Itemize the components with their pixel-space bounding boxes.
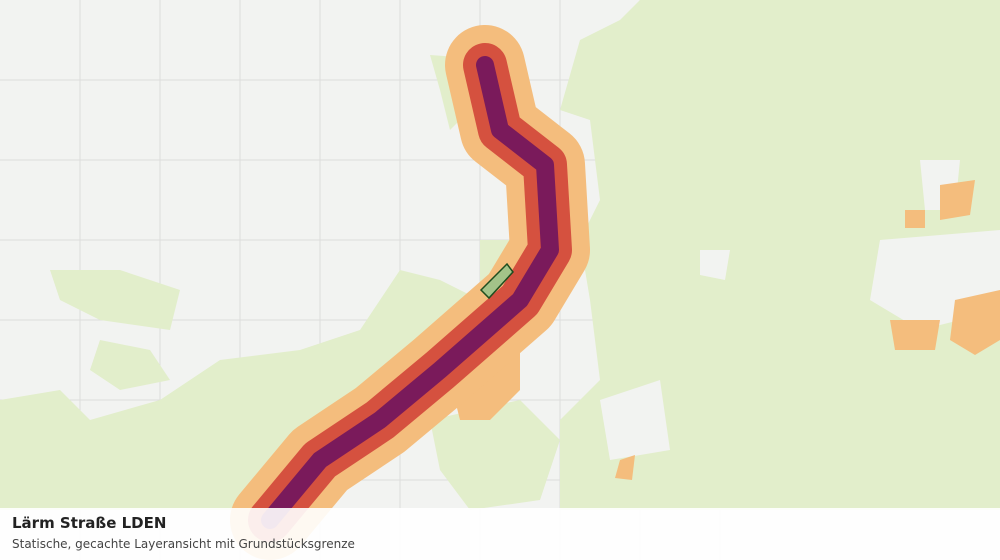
road-noise [230, 25, 590, 560]
legend-subtitle: Statische, gecachte Layeransicht mit Gru… [12, 537, 355, 551]
legend-title: Lärm Straße LDEN [12, 514, 167, 532]
parcel-boundary [479, 262, 514, 300]
legend-panel: Lärm Straße LDEN Statische, gecachte Lay… [0, 508, 1000, 560]
